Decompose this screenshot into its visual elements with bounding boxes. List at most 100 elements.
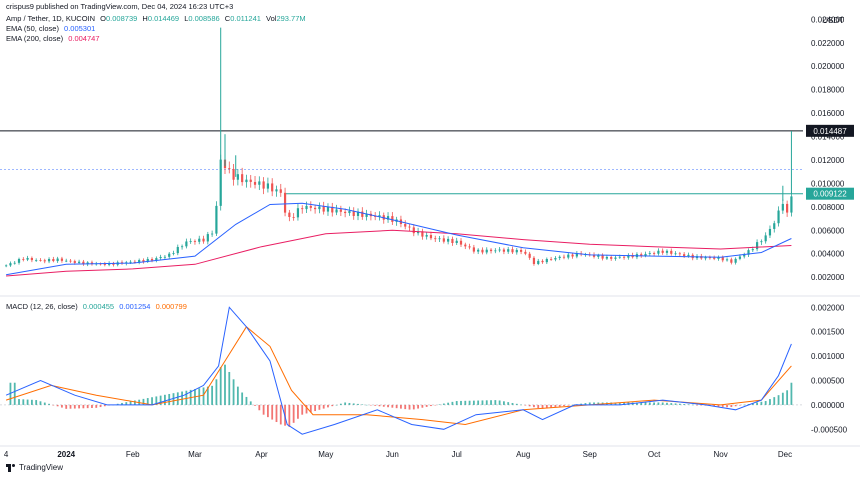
candle-body [519, 249, 523, 252]
current-price-tag [806, 187, 854, 200]
candle-body [627, 255, 630, 258]
macd-hist-bar [215, 379, 218, 405]
macd-hist-bar [764, 401, 767, 405]
candle-body [331, 206, 334, 213]
candle-body [39, 260, 42, 261]
currency-label: USDT [822, 16, 844, 25]
time-axis-tick: 2024 [57, 450, 75, 459]
macd-hist-bar [279, 404, 282, 425]
candle-body [193, 241, 197, 242]
c-label: C [224, 14, 231, 23]
macd-hist-bar [245, 396, 248, 405]
macd-hist-bar [533, 404, 535, 408]
candle-body [786, 203, 789, 213]
macd-hist-bar [129, 401, 132, 405]
candle-body [253, 181, 257, 185]
macd-hist-bar [322, 404, 325, 409]
candle-body [305, 205, 308, 210]
macd-hist-bar [743, 404, 746, 406]
macd-hist-bar [288, 404, 291, 427]
time-axis-tick: Dec [778, 450, 792, 459]
macd-hist-bar [142, 398, 145, 405]
macd-hist-bar [309, 404, 312, 413]
candle-body [498, 249, 501, 251]
macd-hist-bar [13, 382, 16, 405]
o-value: 0.008739 [106, 14, 138, 23]
time-axis-tick: Mar [188, 450, 202, 459]
ema50-value: 0.005301 [64, 24, 96, 33]
macd-hist-bar [318, 404, 321, 410]
candle-body [168, 253, 171, 257]
macd-hist-bar [275, 404, 278, 423]
macd-axis-tick: 0.000500 [811, 377, 845, 386]
macd-hist-bar [374, 404, 377, 406]
candle-body [65, 260, 68, 262]
candle-body [232, 168, 235, 180]
candle-body [82, 261, 85, 265]
macd-hist-bar [554, 404, 557, 408]
macd-hist-bar [593, 402, 595, 405]
macd-hist-bar [146, 398, 149, 405]
macd-hist-bar [198, 388, 201, 405]
symbol-name: Amp / Tether, 1D, KUCOIN [6, 14, 96, 23]
macd-legend: MACD (12, 26, close) 0.000455 0.001254 0… [6, 302, 187, 312]
macd-axis-tick: 0.002000 [811, 303, 845, 312]
candle-body [309, 205, 312, 208]
macd-hist-bar [18, 399, 20, 405]
macd-hist-bar [262, 404, 265, 415]
candle-body [678, 253, 681, 255]
macd-hist-bar [636, 402, 638, 405]
macd-hist-bar [524, 404, 527, 406]
candle-body [485, 249, 488, 253]
macd-hist-bar [408, 404, 411, 410]
candle-body [5, 265, 8, 267]
candle-body [442, 238, 445, 242]
ema200-value: 0.004747 [68, 34, 100, 43]
candle-body [189, 241, 192, 242]
macd-hist-bar [696, 404, 698, 406]
macd-hist-bar [412, 404, 415, 410]
macd-hist-bar [460, 400, 462, 405]
candle-body [283, 192, 287, 213]
candle-body [447, 238, 450, 242]
macd-hist-bar [618, 402, 621, 405]
macd-hist-bar [430, 404, 432, 407]
candle-body [721, 257, 724, 261]
macd-hist-bar [769, 399, 771, 405]
macd-hist-bar [327, 404, 329, 408]
macd-hist-bar [267, 404, 269, 418]
candle-body [550, 258, 553, 260]
candle-body [103, 263, 106, 265]
ema200-line [6, 229, 792, 277]
macd-hist-bar [644, 402, 647, 405]
macd-hist-bar [30, 399, 33, 405]
current-price-label: 0.009122 [813, 190, 847, 199]
candle-body [687, 254, 690, 257]
price-axis-tick: 0.016000 [811, 109, 845, 118]
publisher-line: crispus9 published on TradingView.com, D… [6, 2, 234, 11]
macd-hist-bar [151, 397, 153, 405]
macd-hist-bar [69, 404, 72, 409]
macd-hist-bar [400, 404, 402, 409]
macd-hist-bar [219, 367, 222, 405]
macd-hist-bar [181, 391, 183, 405]
candle-body [22, 258, 25, 260]
macd-hist-bar [760, 401, 763, 405]
macd-hist-bar [678, 403, 681, 405]
macd-hist-bar [297, 404, 299, 419]
candle-body [356, 211, 360, 216]
macd-hist-bar [773, 397, 776, 405]
candle-body [747, 250, 750, 255]
macd-hist-bar [357, 403, 359, 405]
candle-body [86, 262, 89, 265]
macd-hist-bar [254, 404, 256, 406]
candle-body [640, 254, 643, 256]
macd-hist-bar [700, 404, 703, 406]
candle-body [472, 247, 475, 252]
candle-body [361, 211, 364, 217]
macd-hist-bar [447, 402, 450, 405]
macd-hist-bar [133, 400, 136, 405]
candle-body [704, 257, 707, 259]
macd-hist-bar [164, 394, 166, 405]
candle-body [77, 261, 81, 263]
